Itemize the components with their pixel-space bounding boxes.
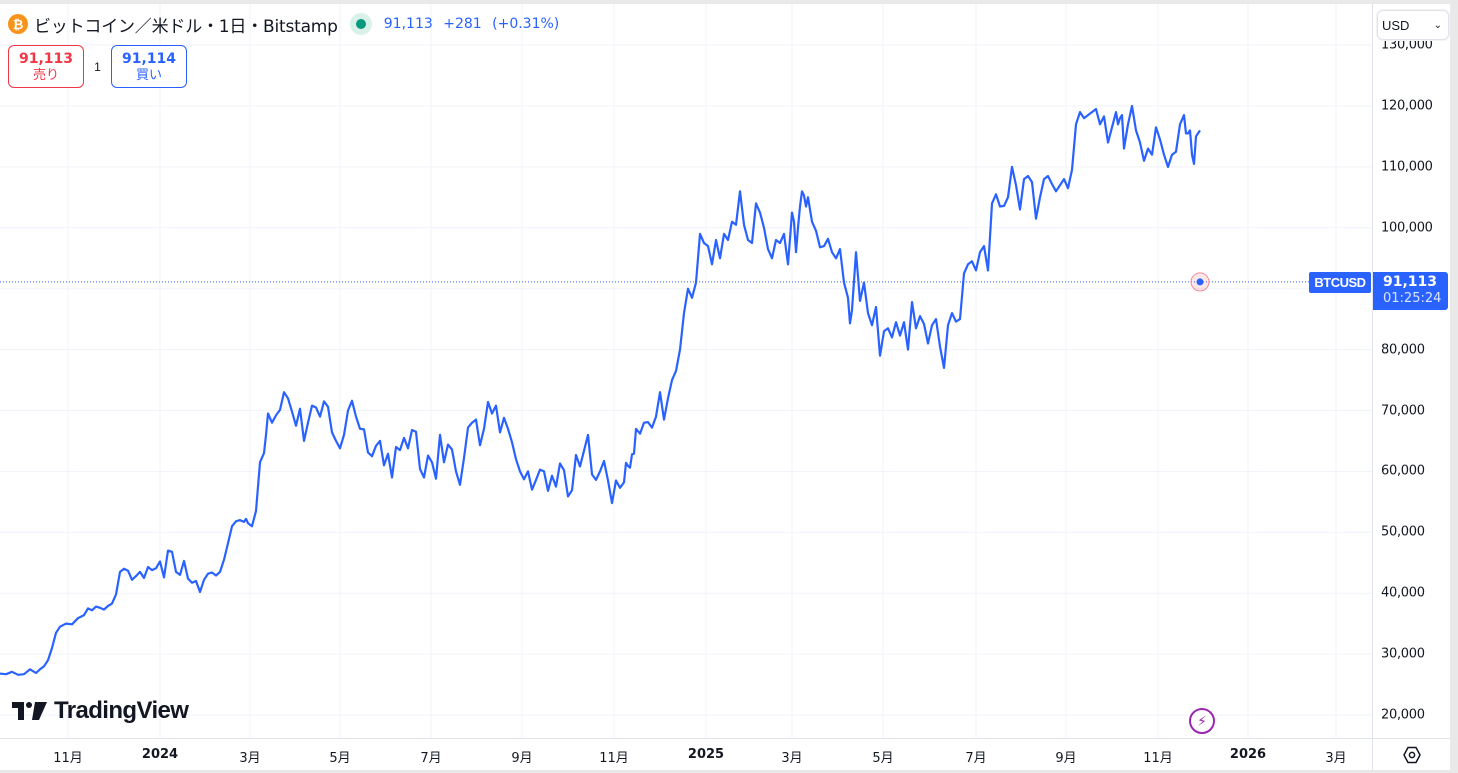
lightning-icon[interactable]: ⚡ (1189, 708, 1215, 734)
price-chart[interactable] (0, 4, 1372, 738)
y-tick-label: 70,000 (1381, 403, 1425, 418)
x-tick-label: 7月 (420, 751, 442, 766)
top-border (0, 0, 1458, 4)
right-border (1450, 0, 1458, 773)
price-line (0, 104, 1201, 676)
spread-value: 1 (94, 59, 101, 74)
x-tick-label: 3月 (239, 751, 261, 766)
currency-value: USD (1382, 17, 1410, 33)
bar-countdown: 01:25:24 (1383, 291, 1442, 306)
last-price-value: 91,113 (1383, 274, 1438, 290)
chevron-down-icon: ⌄ (1433, 19, 1442, 31)
quote-values: 91,113 +281 (+0.31%) (384, 16, 566, 32)
x-tick-label: 9月 (1055, 751, 1077, 766)
x-tick-label: 2024 (141, 747, 179, 762)
last-price: 91,113 (383, 16, 433, 32)
x-tick-label: 5月 (329, 751, 351, 766)
symbol-legend: ₿ ビットコイン／米ドル・1日・Bitstamp 91,113 +281 (+0… (8, 12, 566, 37)
tradingview-logo[interactable]: TradingView (12, 697, 189, 725)
buy-label: 買い (135, 66, 162, 82)
x-tick-label: 2026 (1229, 747, 1267, 762)
trade-buttons: 91,113 売り 1 91,114 買い (8, 45, 187, 88)
x-tick-label: 11月 (1143, 751, 1173, 766)
chart-settings-corner[interactable] (1372, 738, 1450, 770)
sell-label: 売り (32, 66, 59, 82)
tradingview-wordmark: TradingView (54, 697, 189, 724)
plot-area[interactable] (0, 4, 1372, 738)
last-price-label: 91,113 01:25:24 (1373, 272, 1448, 310)
x-tick-label: 9月 (511, 751, 533, 766)
y-tick-label: 50,000 (1381, 524, 1425, 540)
x-tick-label: 11月 (53, 751, 83, 766)
market-status-indicator[interactable] (349, 13, 372, 35)
time-axis[interactable]: 11月 2024 3月 5月 7月 9月 11月 2025 3月 5月 7月 9月 11月 2026 3月 (0, 738, 1372, 770)
y-tick-label: 60,000 (1381, 463, 1425, 479)
sell-price: 91,113 (18, 50, 74, 67)
x-tick-label: 3月 (781, 751, 803, 766)
y-tick-label: 130,000 (1381, 37, 1433, 53)
sell-button[interactable]: 91,113 売り (8, 45, 84, 88)
y-tick-label: 40,000 (1381, 585, 1425, 601)
currency-select[interactable]: USD ⌄ (1377, 10, 1449, 40)
tradingview-logo-icon (12, 702, 47, 720)
symbol-price-label: BTCUSD (1309, 272, 1371, 293)
x-tick-label: 5月 (872, 751, 894, 766)
price-axis[interactable]: 130,000 120,000 110,000 100,000 80,000 70,000… (1372, 4, 1450, 738)
buy-button[interactable]: 91,114 買い (111, 45, 187, 88)
x-tick-label: 2025 (687, 747, 725, 762)
price-change: +281 (443, 16, 482, 32)
bitcoin-icon: ₿ (8, 14, 28, 34)
y-tick-label: 20,000 (1381, 707, 1425, 723)
x-tick-label: 3月 (1325, 751, 1347, 766)
x-tick-label: 11月 (599, 751, 629, 766)
x-tick-label: 7月 (965, 751, 987, 766)
price-change-percent: (+0.31%) (492, 16, 560, 32)
y-tick-label: 30,000 (1381, 646, 1425, 662)
settings-icon[interactable] (1402, 745, 1422, 765)
y-tick-label: 120,000 (1381, 98, 1433, 114)
y-tick-label: 80,000 (1381, 342, 1425, 358)
y-tick-label: 100,000 (1381, 220, 1433, 236)
symbol-title[interactable]: ビットコイン／米ドル・1日・Bitstamp (34, 16, 338, 37)
last-price-marker (1196, 278, 1204, 286)
bottom-border (0, 770, 1458, 773)
y-tick-label: 110,000 (1381, 159, 1433, 175)
market-open-icon (355, 19, 366, 29)
buy-price: 91,114 (121, 50, 177, 67)
